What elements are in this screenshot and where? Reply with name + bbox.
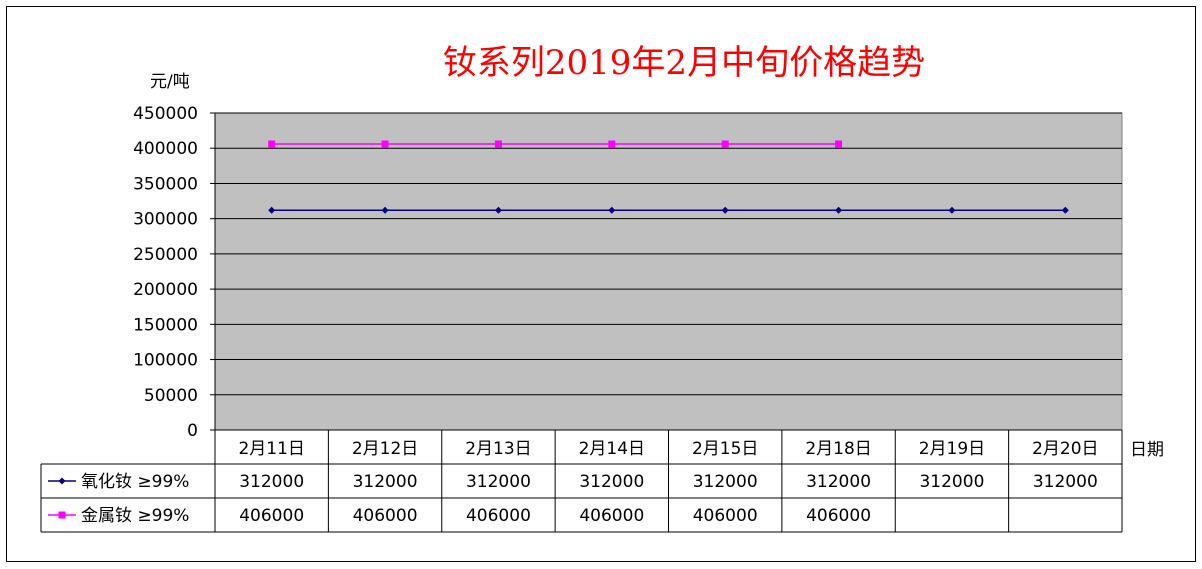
data-label: 406000 <box>239 506 304 526</box>
data-point <box>494 140 502 148</box>
data-label: 406000 <box>466 506 531 526</box>
legend-label: 金属钕 ≥99% <box>81 506 189 526</box>
data-point <box>381 140 389 148</box>
x-tick-label: 2月15日 <box>692 439 758 459</box>
plot-area <box>214 112 1123 431</box>
data-label: 312000 <box>579 472 644 492</box>
y-tick-label: 150000 <box>133 315 198 335</box>
data-label: 312000 <box>239 472 304 492</box>
legend-label: 氧化钕 ≥99% <box>81 472 189 492</box>
data-point <box>721 140 729 148</box>
data-label: 312000 <box>1033 472 1098 492</box>
legend-marker <box>58 511 66 519</box>
data-point <box>608 206 616 214</box>
data-point <box>835 206 843 214</box>
y-tick-label: 350000 <box>133 174 198 194</box>
data-label: 312000 <box>466 472 531 492</box>
x-axis-label: 日期 <box>1130 440 1164 460</box>
y-tick-label: 0 <box>187 421 198 441</box>
x-tick-label: 2月20日 <box>1032 439 1098 459</box>
data-point <box>948 206 956 214</box>
data-point <box>268 206 276 214</box>
data-point <box>608 140 616 148</box>
x-tick-label: 2月12日 <box>352 439 418 459</box>
chart-title: 钕系列2019年2月中旬价格趋势 <box>443 43 925 83</box>
x-tick-label: 2月13日 <box>465 439 531 459</box>
data-point <box>494 206 502 214</box>
data-label: 312000 <box>353 472 418 492</box>
data-label: 406000 <box>693 506 758 526</box>
x-tick-label: 2月18日 <box>805 439 871 459</box>
x-tick-label: 2月11日 <box>238 439 304 459</box>
y-axis-label: 元/吨 <box>150 72 190 92</box>
data-label: 406000 <box>353 506 418 526</box>
y-tick-label: 100000 <box>133 351 198 371</box>
y-tick-label: 450000 <box>133 104 198 124</box>
y-tick-label: 50000 <box>144 386 198 406</box>
data-point <box>721 206 729 214</box>
data-point <box>268 140 276 148</box>
data-label: 312000 <box>919 472 984 492</box>
data-label: 312000 <box>806 472 871 492</box>
y-tick-label: 400000 <box>133 139 198 159</box>
x-tick-label: 2月14日 <box>579 439 645 459</box>
data-point <box>1061 206 1069 214</box>
y-tick-label: 200000 <box>133 280 198 300</box>
y-tick-label: 250000 <box>133 245 198 265</box>
data-label: 312000 <box>693 472 758 492</box>
data-label: 406000 <box>579 506 644 526</box>
data-point <box>835 140 843 148</box>
legend-marker <box>58 477 66 485</box>
y-tick-label: 300000 <box>133 210 198 230</box>
x-tick-label: 2月19日 <box>919 439 985 459</box>
data-label: 406000 <box>806 506 871 526</box>
data-point <box>381 206 389 214</box>
